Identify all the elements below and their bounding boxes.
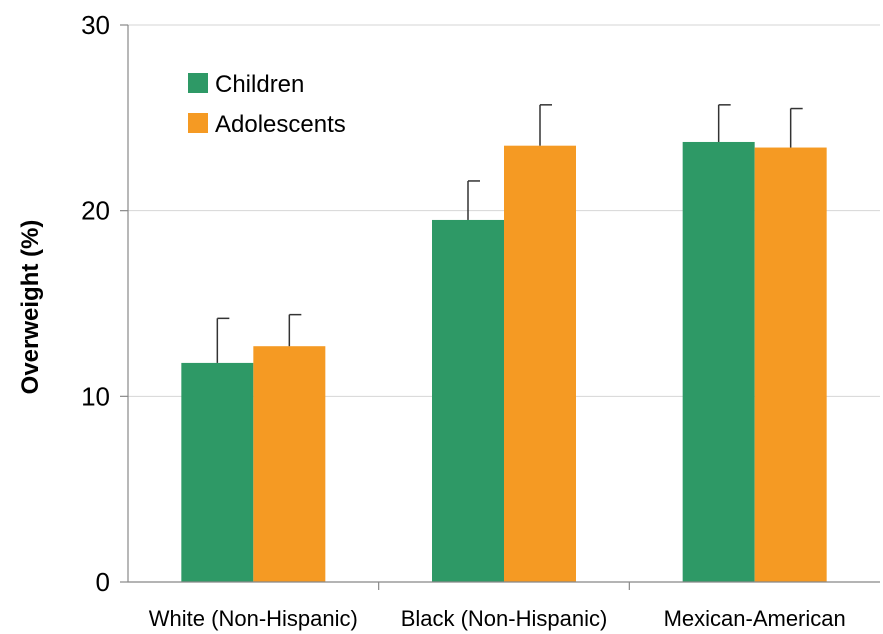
legend-swatch: [188, 73, 208, 93]
bar-children: [432, 219, 504, 582]
bars: [181, 104, 827, 583]
y-tick-label: 10: [81, 381, 110, 411]
x-category-label: Mexican-American: [664, 606, 846, 631]
y-tick-label: 30: [81, 10, 110, 40]
axes: [120, 24, 880, 590]
bar-children: [682, 141, 755, 582]
x-category-label: White (Non-Hispanic): [149, 606, 358, 631]
y-tick-label: 0: [96, 567, 110, 597]
y-tick-labels: 0 10 20 30: [81, 10, 110, 597]
bar-adolescents: [504, 145, 576, 582]
bar-adolescents: [253, 346, 326, 582]
bar-adolescents: [754, 147, 827, 583]
legend-label: Children: [215, 71, 304, 98]
x-category-label: Black (Non-Hispanic): [401, 606, 608, 631]
legend-label: Adolescents: [215, 111, 346, 138]
legend: Children Adolescents: [188, 71, 346, 138]
legend-swatch: [188, 113, 208, 133]
x-category-labels: White (Non-Hispanic) Black (Non-Hispanic)…: [149, 606, 846, 631]
y-axis-title: Overweight (%): [17, 220, 44, 395]
y-tick-label: 20: [81, 196, 110, 226]
bar-children: [181, 362, 254, 582]
